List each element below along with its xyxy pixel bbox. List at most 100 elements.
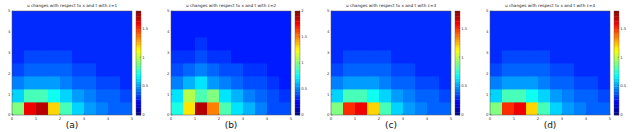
- heatmap-cell: [84, 11, 96, 24]
- heatmap-cell: [231, 11, 243, 24]
- x-tick: [514, 114, 515, 116]
- colorbar-step: [614, 29, 619, 32]
- heatmap-cell: [108, 63, 120, 76]
- colorbar: [455, 11, 460, 115]
- colorbar-step: [136, 84, 141, 87]
- colorbar-tick: [459, 115, 460, 116]
- heatmap-cell: [439, 89, 451, 102]
- heatmap-cell: [36, 50, 48, 63]
- colorbar-step: [455, 55, 460, 58]
- heatmap-cell: [267, 89, 279, 102]
- heatmap-cell: [171, 37, 183, 50]
- heatmap-cell: [24, 11, 36, 24]
- heatmap-cell: [490, 37, 502, 50]
- heatmap-cell: [219, 24, 231, 37]
- heatmap-cell: [231, 102, 243, 115]
- heatmap-cell: [514, 76, 526, 89]
- colorbar-tick-label: 1.5: [620, 26, 627, 31]
- heatmap-cell: [60, 50, 72, 63]
- x-tick: [490, 114, 491, 116]
- colorbar-step: [614, 45, 619, 48]
- heatmap-cell: [391, 37, 403, 50]
- heatmap-cell: [120, 89, 132, 102]
- x-tick: [171, 114, 172, 116]
- y-tick-label: 0: [8, 112, 11, 117]
- heatmap-cell: [24, 76, 36, 89]
- y-tick-label: 0: [486, 112, 489, 117]
- heatmap-cell: [255, 63, 267, 76]
- colorbar-step: [136, 107, 141, 110]
- heatmap-cell: [24, 63, 36, 76]
- colorbar-step: [614, 81, 619, 84]
- heatmap-cell: [550, 102, 562, 115]
- heatmap-cell: [415, 89, 427, 102]
- heatmap-cell: [72, 37, 84, 50]
- heatmap-cells: [12, 11, 132, 115]
- heatmap-cell: [415, 37, 427, 50]
- colorbar-step: [295, 45, 300, 48]
- colorbar-step: [614, 73, 619, 76]
- y-tick: [171, 11, 173, 12]
- heatmap-cell: [36, 89, 48, 102]
- x-tick-label: 2: [59, 116, 62, 121]
- heatmap-cell: [84, 89, 96, 102]
- heatmap-cell: [243, 76, 255, 89]
- heatmap-cell: [207, 102, 219, 115]
- colorbar-step: [136, 76, 141, 79]
- colorbar-step: [136, 97, 141, 100]
- heatmap-cells: [171, 11, 291, 115]
- y-tick-label: 3: [167, 50, 170, 55]
- heatmap-cell: [219, 37, 231, 50]
- heatmap-cell: [379, 102, 391, 115]
- heatmap-cell: [171, 63, 183, 76]
- colorbar-step: [136, 66, 141, 69]
- x-tick-label: 0: [11, 116, 14, 121]
- heatmap-cell: [574, 50, 586, 63]
- x-tick-label: 3: [242, 116, 245, 121]
- heatmap-cell: [598, 102, 610, 115]
- heatmap-cell: [514, 89, 526, 102]
- colorbar-step: [614, 37, 619, 40]
- colorbar-tick-label: 1.5: [301, 34, 308, 39]
- heatmap-cell: [120, 63, 132, 76]
- colorbar-step: [455, 86, 460, 89]
- heatmap-cell: [255, 24, 267, 37]
- heatmap-cell: [48, 24, 60, 37]
- y-tick: [331, 31, 333, 32]
- colorbar-step: [614, 42, 619, 45]
- heatmap-cell: [96, 50, 108, 63]
- heatmap-cell: [379, 24, 391, 37]
- colorbar-step: [455, 89, 460, 92]
- colorbar-step: [614, 21, 619, 24]
- heatmap-cell: [279, 11, 291, 24]
- colorbar-step: [295, 58, 300, 61]
- colorbar: [295, 11, 300, 115]
- y-tick-label: 1: [8, 92, 11, 97]
- colorbar-step: [614, 99, 619, 102]
- colorbar-step: [136, 21, 141, 24]
- heatmap-cell: [231, 37, 243, 50]
- heatmap-cell: [183, 24, 195, 37]
- heatmap-cell: [391, 76, 403, 89]
- colorbar-step: [136, 16, 141, 19]
- heatmap-cell: [403, 76, 415, 89]
- colorbar-step: [455, 16, 460, 19]
- heatmap-cell: [526, 102, 538, 115]
- heatmap-cell: [72, 76, 84, 89]
- heatmap-cell: [195, 102, 207, 115]
- colorbar-tick-label: 2: [301, 8, 304, 13]
- colorbar-tick-label: 1: [142, 55, 145, 60]
- x-tick: [355, 114, 356, 116]
- colorbar-step: [455, 14, 460, 17]
- x-tick: [84, 114, 85, 116]
- heatmap-cell: [427, 37, 439, 50]
- heatmap-cell: [526, 11, 538, 24]
- heatmap-cell: [255, 76, 267, 89]
- colorbar-step: [614, 86, 619, 89]
- colorbar-step: [136, 94, 141, 97]
- heatmap-cell: [538, 24, 550, 37]
- heatmap-cell: [514, 24, 526, 37]
- heatmap-cell: [490, 63, 502, 76]
- heatmap-cell: [96, 63, 108, 76]
- x-tick-label: 5: [450, 116, 453, 121]
